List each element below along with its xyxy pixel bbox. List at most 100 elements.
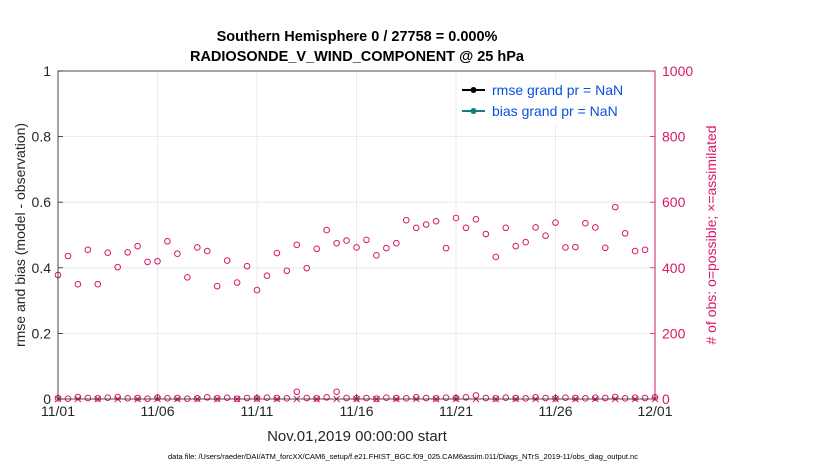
obs-possible-point: [253, 286, 261, 294]
obs-possible-point: [582, 219, 589, 227]
legend-box: [459, 79, 646, 125]
obs-possible-point: [124, 249, 131, 256]
obs-possible-point: [542, 394, 549, 402]
obs-possible-point: [283, 267, 291, 275]
obs-possible-point: [174, 250, 181, 257]
obs-possible-point: [532, 224, 539, 231]
obs-possible-point: [631, 394, 639, 401]
obs-possible-point: [363, 394, 370, 402]
obs-possible-point: [482, 394, 490, 402]
left-y-axis: 0 0.2 0.4 0.6 0.8 1: [32, 63, 63, 407]
obs-possible-point: [572, 243, 579, 251]
chart-title-line2: RADIOSONDE_V_WIND_COMPONENT @ 25 hPa: [190, 49, 525, 65]
obs-possible-point: [442, 244, 450, 252]
obs-possible-point: [592, 224, 599, 231]
obs-possible-point: [124, 395, 131, 402]
obs-possible-point: [492, 395, 500, 402]
obs-possible-point: [363, 236, 370, 244]
obs-possible-point: [263, 394, 271, 401]
obs-possible-point: [621, 395, 629, 402]
obs-possible-point: [492, 253, 500, 261]
obs-possible-point: [203, 247, 211, 255]
x-tick-label: 11/26: [539, 403, 573, 419]
obs-possible-point: [393, 394, 400, 402]
y-right-tick-label: 400: [662, 260, 686, 276]
obs-possible-point: [552, 219, 559, 226]
obs-possible-point: [273, 394, 281, 402]
obs-possible-point: [641, 394, 649, 402]
obs-possible-point: [442, 394, 450, 401]
x-tick-label: 11/21: [439, 403, 473, 419]
y-right-tick-label: 600: [662, 194, 686, 210]
obs-possible-point: [582, 395, 589, 402]
y-left-tick-label: 0.4: [32, 260, 52, 276]
legend-bias-marker: [470, 108, 477, 114]
obs-possible-point: [522, 395, 529, 402]
obs-possible-point: [462, 394, 470, 401]
y-axis-label-left: rmse and bias (model - observation): [12, 123, 28, 347]
obs-possible-point: [402, 216, 410, 224]
obs-possible-point: [64, 252, 72, 260]
obs-possible-point: [194, 244, 201, 251]
obs-possible-point: [383, 394, 390, 401]
obs-possible-point: [373, 252, 380, 259]
y-right-tick-label: 800: [662, 129, 686, 145]
obs-possible-point: [114, 393, 121, 401]
obs-possible-point: [243, 394, 251, 402]
obs-possible-point: [532, 394, 539, 401]
obs-possible-point: [542, 232, 549, 239]
y-right-tick-label: 1000: [662, 63, 693, 79]
legend-bias-label: bias grand pr = NaN: [492, 103, 618, 119]
plot-area: [54, 70, 659, 403]
obs-possible-point: [631, 247, 639, 255]
obs-possible-point: [611, 203, 619, 211]
obs-possible-point: [422, 394, 430, 402]
obs-possible-point: [104, 394, 112, 401]
obs-possible-point: [412, 224, 420, 232]
obs-possible-point: [333, 239, 340, 247]
x-axis-label: Nov.01,2019 00:00:00 start: [267, 428, 448, 445]
obs-possible-point: [472, 392, 480, 399]
obs-possible-point: [303, 264, 311, 272]
x-tick-label: 11/16: [340, 403, 374, 419]
y-left-tick-label: 0.2: [32, 325, 52, 341]
obs-possible-point: [592, 394, 599, 401]
obs-possible-point: [74, 280, 82, 288]
x-tick-label: 11/06: [141, 403, 175, 419]
obs-possible-point: [412, 394, 420, 401]
obs-possible-point: [74, 393, 82, 401]
obs-possible-point: [263, 272, 271, 279]
obs-possible-point: [641, 246, 649, 254]
obs-possible-point: [522, 238, 529, 246]
obs-possible-point: [94, 395, 102, 402]
obs-possible-point: [323, 226, 330, 234]
obs-possible-point: [502, 224, 510, 232]
legend-rmse-marker: [470, 87, 477, 93]
obs-possible-point: [611, 393, 619, 401]
obs-possible-point: [134, 242, 141, 250]
obs-possible-point: [462, 224, 470, 232]
obs-possible-point: [283, 395, 291, 402]
obs-possible-point: [432, 395, 440, 402]
obs-possible-point: [114, 263, 121, 271]
obs-possible-point: [243, 262, 251, 270]
obs-possible-point: [482, 230, 490, 238]
obs-possible-point: [512, 242, 520, 250]
y-right-tick-label: 0: [662, 391, 670, 407]
obs-possible-point: [144, 258, 151, 266]
footnote: data file: /Users/raeder/DAI/ATM_forcXX/…: [168, 452, 638, 461]
y-axis-label-right: # of obs: o=possible; ×=assimilated: [703, 125, 719, 344]
legend-rmse-label: rmse grand pr = NaN: [492, 82, 623, 98]
obs-possible-point: [293, 388, 301, 396]
x-tick-label: 11/01: [41, 403, 75, 419]
obs-possible-point: [313, 395, 321, 402]
obs-possible-point: [273, 249, 281, 257]
obs-possible-point: [184, 274, 191, 281]
obs-possible-point: [194, 395, 201, 402]
obs-possible-point: [84, 246, 92, 254]
obs-possible-point: [512, 394, 520, 402]
obs-possible-point: [213, 395, 221, 402]
obs-possible-point: [562, 394, 569, 401]
obs-possible-point: [601, 394, 609, 402]
